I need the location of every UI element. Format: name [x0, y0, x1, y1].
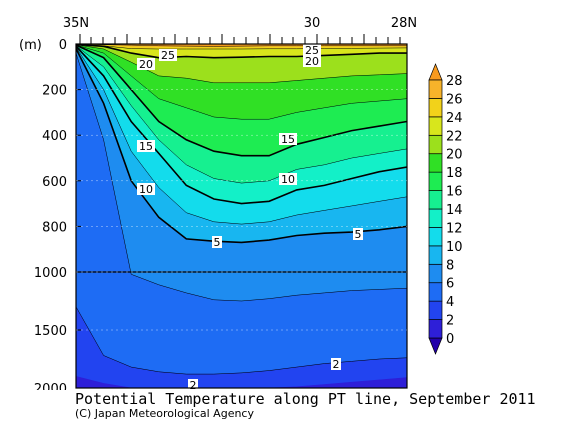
contour-label: 15	[139, 140, 153, 153]
isotherm-line	[76, 44, 407, 50]
colorbar-swatch	[428, 245, 443, 265]
colorbar-label: 0	[446, 332, 454, 347]
contour-label-bg	[303, 55, 321, 67]
contour-label-bg	[353, 228, 363, 240]
y-axis-unit-label: (m)	[19, 38, 42, 53]
y-tick-label: 200	[42, 84, 67, 99]
contour-label-bg	[279, 173, 297, 185]
contour-label: 20	[305, 55, 319, 68]
colorbar-label: 10	[446, 240, 463, 255]
colorbar-swatch	[428, 300, 443, 320]
colorbar-label: 26	[446, 92, 463, 107]
y-tick-label: 600	[42, 175, 67, 190]
chart-title: Potential Temperature along PT line, Sep…	[75, 390, 536, 408]
y-tick-label: 1000	[34, 266, 67, 281]
colorbar-swatch	[428, 98, 443, 118]
x-tick-label: 28N	[391, 16, 417, 31]
contour-label: 2	[333, 358, 340, 371]
x-tick-marks	[79, 34, 401, 44]
colorbar-label: 2	[446, 314, 454, 329]
isotherm-line	[76, 306, 407, 375]
y-tick-label: 400	[42, 129, 67, 144]
isotherm-line	[76, 53, 407, 302]
y-tick-label: 0	[59, 38, 67, 53]
isotherm-line	[76, 44, 407, 47]
colorbar-label: 6	[446, 277, 454, 292]
contour-label: 25	[305, 44, 319, 57]
colorbar-swatch	[428, 319, 443, 339]
colorbar-extend-high	[428, 63, 443, 81]
colorbar-swatch	[428, 190, 443, 210]
colorbar-swatch	[428, 171, 443, 191]
colorbar-label: 16	[446, 185, 463, 200]
colorbar-swatch	[428, 79, 443, 99]
isotherm-lines	[76, 44, 407, 375]
colorbar-swatch	[428, 134, 443, 155]
contour-label: 10	[281, 173, 295, 186]
isotherm-line-20	[76, 44, 407, 59]
isotherm-line-10	[76, 45, 407, 205]
contour-label-bg	[159, 49, 177, 61]
colorbar-swatch	[428, 263, 443, 284]
contour-label-bg	[188, 379, 198, 390]
colorbar-label: 24	[446, 111, 463, 126]
colorbar-label: 20	[446, 148, 463, 163]
contour-label: 20	[139, 58, 153, 71]
contour-label: 15	[281, 133, 295, 146]
contour-label: 10	[139, 183, 153, 196]
isotherm-line	[76, 44, 407, 84]
colorbar-label: 12	[446, 221, 463, 236]
colorbar-label: 14	[446, 203, 463, 218]
isotherm-line	[76, 47, 407, 225]
y-axis: 0 200 400 600 800 1000 1500 2000	[34, 38, 407, 390]
colorbar-label: 22	[446, 129, 463, 144]
colorbar-label: 28	[446, 74, 463, 89]
temperature-fill-bands	[76, 44, 407, 388]
colorbar-swatch	[428, 116, 443, 136]
y-tick-label: 800	[42, 220, 67, 235]
contour-label-bg	[331, 358, 341, 370]
copyright-credit: (C) Japan Meteorological Agency	[75, 407, 254, 420]
contour-label-bg	[137, 58, 155, 70]
x-tick-label: 35N	[63, 16, 89, 31]
colorbar-swatch	[428, 282, 443, 302]
isotherm-line	[76, 45, 407, 184]
colorbar-swatch	[428, 208, 443, 228]
x-tick-labels: 35N 30 28N	[63, 16, 417, 31]
plot-frame	[75, 43, 408, 389]
contour-label-bg	[212, 236, 222, 248]
contour-label-bg	[137, 183, 155, 195]
x-tick-label: 30	[304, 16, 321, 31]
colorbar-swatch	[428, 227, 443, 247]
contour-label: 25	[161, 49, 175, 62]
contour-label: 2	[190, 379, 197, 390]
contour-label-bg	[279, 133, 297, 145]
contour-label-bg	[303, 44, 321, 56]
colorbar-label: 4	[446, 295, 454, 310]
fill-band	[76, 376, 407, 388]
contour-label: 5	[355, 228, 362, 241]
isotherm-line	[76, 44, 407, 120]
colorbar-label: 8	[446, 258, 454, 273]
colorbar-label: 18	[446, 166, 463, 181]
y-tick-label: 2000	[34, 382, 67, 390]
contour-label-bg	[137, 140, 155, 152]
colorbar-swatch	[428, 153, 443, 173]
y-tick-label: 1500	[34, 324, 67, 339]
colorbar-extend-low	[428, 337, 443, 355]
contour-label: 5	[214, 236, 221, 249]
